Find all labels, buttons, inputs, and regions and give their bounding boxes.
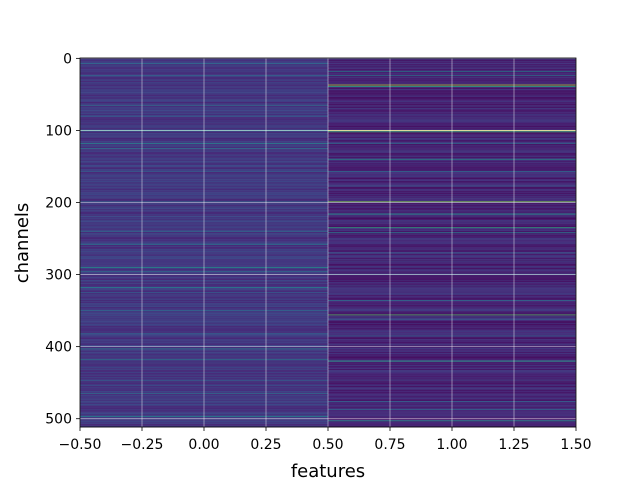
x-tick-label: 0.75 (374, 437, 405, 453)
x-tick-label: 1.00 (436, 437, 467, 453)
plot-area (79, 57, 577, 428)
x-tick-label: −0.25 (121, 437, 164, 453)
x-tick-label: 0.00 (188, 437, 219, 453)
x-tick-label: 0.25 (250, 437, 281, 453)
y-tick-label: 100 (45, 123, 72, 139)
x-tick-label: 1.25 (498, 437, 529, 453)
y-tick-label: 200 (45, 196, 72, 212)
x-axis-label: features (291, 461, 365, 480)
x-tick-label: 1.50 (560, 437, 591, 453)
y-tick-label: 0 (63, 51, 72, 67)
y-tick-label: 400 (45, 340, 72, 356)
x-tick-label: −0.50 (59, 437, 102, 453)
x-tick-label: 0.50 (312, 437, 343, 453)
y-axis-label: channels (12, 203, 33, 284)
y-axis: 0 100 200 300 400 500 (45, 51, 80, 428)
y-tick-label: 300 (45, 268, 72, 284)
x-axis: −0.50 −0.25 0.00 0.25 0.50 0.75 1.00 1.25 1.50 (59, 427, 592, 453)
y-tick-label: 500 (45, 412, 72, 428)
